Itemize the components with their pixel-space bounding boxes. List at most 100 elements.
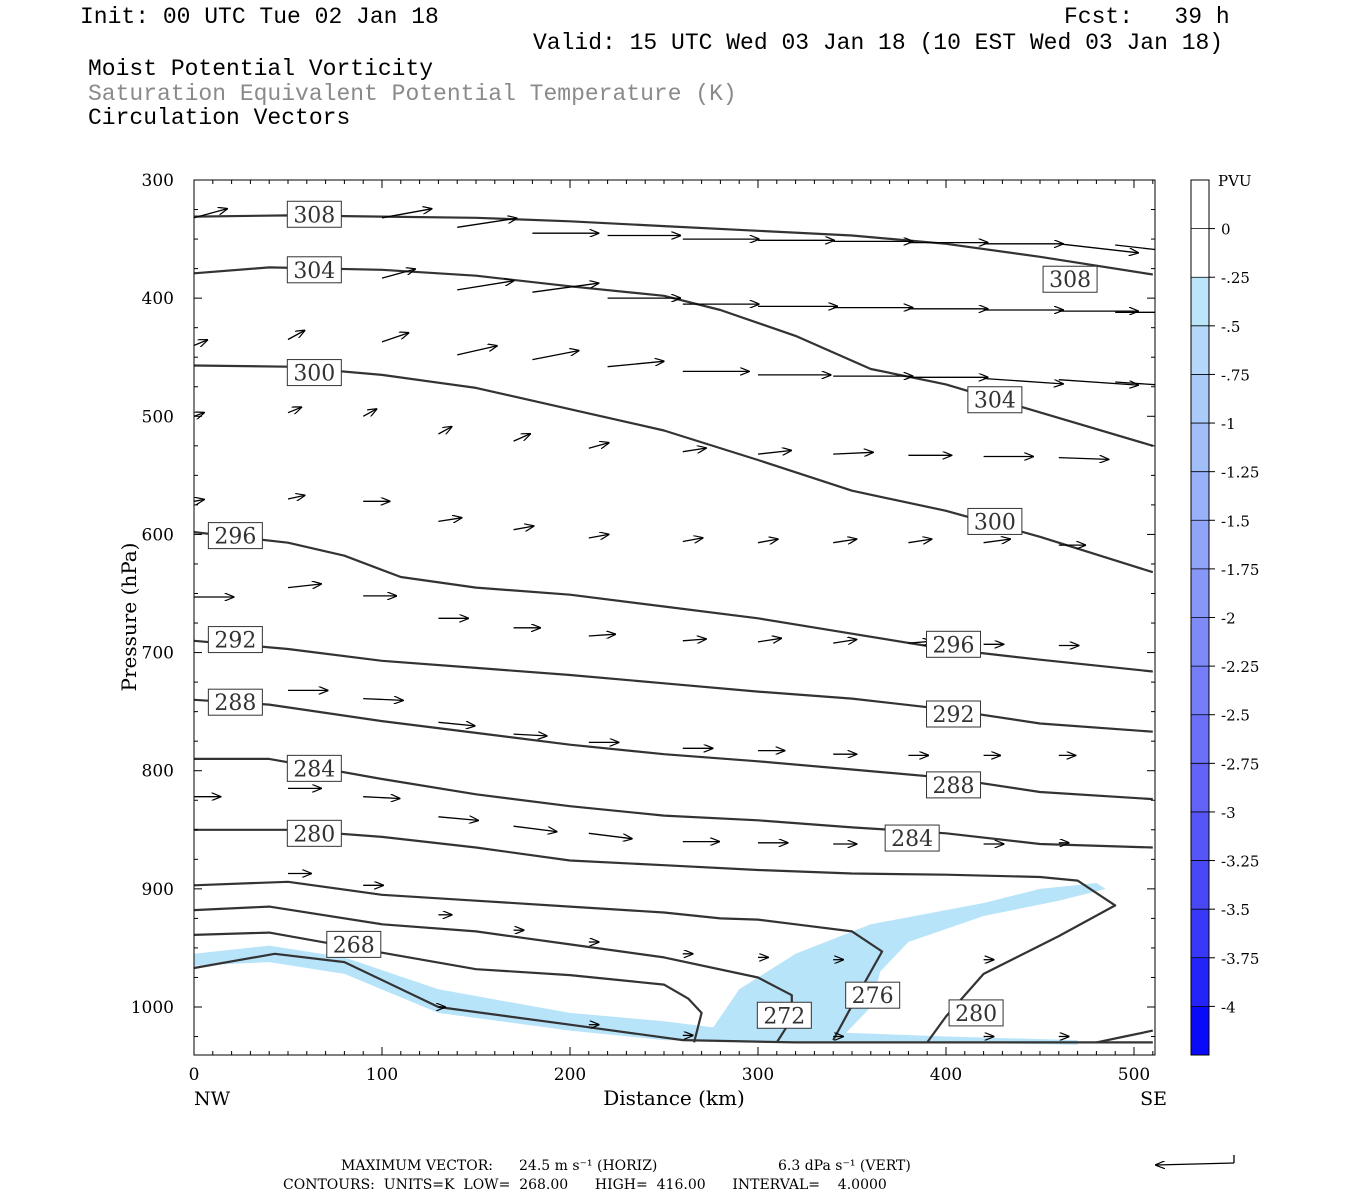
colorbar-swatch <box>1191 909 1209 959</box>
colorbar-swatch <box>1191 423 1209 473</box>
colorbar-tick-label: -1.5 <box>1221 512 1250 530</box>
contour-label-276: 276 <box>845 981 901 1009</box>
contour-label-272: 272 <box>756 1001 812 1029</box>
forecast-hour: Fcst: 39 h <box>1064 4 1230 30</box>
vector-arrow <box>983 377 1063 384</box>
vector-arrow <box>682 448 706 452</box>
contour-label-292: 292 <box>926 700 982 728</box>
x-tick-label: 300 <box>742 1065 774 1085</box>
init-time: Init: 00 UTC Tue 02 Jan 18 <box>80 4 439 30</box>
contour-line-288 <box>194 698 1153 801</box>
colorbar-tick-label: -4 <box>1221 998 1236 1016</box>
vector-arrow <box>194 209 227 219</box>
vector-arrow <box>363 797 399 799</box>
reference-vector <box>1156 1155 1235 1165</box>
colorbar-tick-label: -3.5 <box>1221 901 1250 919</box>
colorbar-swatch <box>1191 568 1209 618</box>
vector-arrow <box>1058 458 1109 460</box>
colorbar-swatch <box>1191 471 1209 521</box>
footer-contour-info: CONTOURS: UNITS=K LOW= 268.00 HIGH= 416.… <box>283 1177 887 1193</box>
vector-arrow <box>833 640 856 644</box>
colorbar-tick-label: -.75 <box>1221 366 1250 384</box>
contour-label-296: 296 <box>207 522 263 550</box>
colorbar-swatch <box>1191 1006 1209 1056</box>
vector-arrow <box>457 346 497 356</box>
vector-arrow <box>287 584 321 588</box>
field-title-vectors: Circulation Vectors <box>88 105 351 131</box>
colorbar-swatch <box>1191 860 1209 910</box>
contour-label-300: 300 <box>967 507 1023 535</box>
colorbar-swatch <box>1191 180 1209 230</box>
svg-text:300: 300 <box>293 362 335 387</box>
y-tick-label: 900 <box>142 880 174 900</box>
y-tick-label: 600 <box>142 525 174 545</box>
vector-arrow <box>757 451 791 455</box>
colorbar-tick-label: 0 <box>1221 221 1231 239</box>
vector-arrow <box>457 218 516 228</box>
contour-line-unlabeled-12 <box>1096 1029 1154 1044</box>
field-title-theta-es: Saturation Equivalent Potential Temperat… <box>88 81 737 107</box>
svg-text:284: 284 <box>891 827 933 852</box>
colorbar-tick-label: -1.75 <box>1221 561 1259 579</box>
vector-arrow <box>532 351 578 361</box>
vector-arrow <box>682 639 706 641</box>
contour-label-288: 288 <box>926 771 982 799</box>
vector-arrow <box>513 825 557 831</box>
vector-arrow <box>513 526 534 530</box>
plot-frame <box>193 179 1156 1056</box>
x-end-label-right: SE <box>1140 1088 1167 1110</box>
x-tick-label: 500 <box>1118 1065 1150 1085</box>
colorbar-swatch <box>1191 277 1209 327</box>
colorbar-tick-label: -2.5 <box>1221 707 1250 725</box>
x-axis-label: Distance (km) <box>603 1086 745 1110</box>
vector-arrow <box>682 538 703 542</box>
vector-arrow <box>363 699 403 701</box>
vector-arrow <box>1058 379 1138 385</box>
colorbar-tick-label: -.25 <box>1221 269 1250 287</box>
colorbar-swatch <box>1191 714 1209 764</box>
svg-text:308: 308 <box>293 203 335 228</box>
vector-arrow <box>362 409 376 416</box>
colorbar-tick-label: -2.25 <box>1221 658 1259 676</box>
contour-label-288: 288 <box>207 688 263 716</box>
svg-text:296: 296 <box>933 633 975 658</box>
svg-text:292: 292 <box>214 629 256 654</box>
y-tick-label: 400 <box>142 289 174 309</box>
vector-arrow <box>1058 243 1138 253</box>
contour-label-300: 300 <box>286 359 342 387</box>
vector-arrow <box>438 518 461 522</box>
vector-arrow <box>983 539 1010 543</box>
colorbar-tick-label: -3.25 <box>1221 853 1259 871</box>
colorbar-tick-label: -2.75 <box>1221 755 1259 773</box>
circulation-vectors <box>194 209 1155 1037</box>
svg-text:296: 296 <box>214 525 256 550</box>
contour-line-unlabeled-8 <box>194 880 884 1041</box>
contour-line-304 <box>194 266 1154 447</box>
colorbar-tick-label: -2 <box>1221 610 1236 628</box>
svg-text:280: 280 <box>293 822 335 847</box>
colorbar: PVU 0 -.25 -.5 -.75 -1 -1.25 -1.5 -1.75 -2 -2.25 -2… <box>1190 172 1259 1056</box>
y-tick-label: 1000 <box>131 998 174 1018</box>
contour-line-276 <box>194 905 793 1043</box>
vector-arrow <box>532 283 598 293</box>
colorbar-swatch <box>1191 325 1209 375</box>
vector-arrow <box>588 832 632 838</box>
mpv-region-1 <box>711 883 1106 1041</box>
vector-arrow <box>833 452 873 454</box>
contour-label-304: 304 <box>286 256 342 284</box>
svg-text:300: 300 <box>974 510 1016 535</box>
contour-label-292: 292 <box>207 626 263 654</box>
colorbar-tick-label: -3.75 <box>1221 950 1259 968</box>
colorbar-swatch <box>1191 520 1209 570</box>
vector-arrow <box>588 634 615 636</box>
contour-label-308: 308 <box>1042 265 1098 293</box>
colorbar-swatch <box>1191 666 1209 716</box>
svg-text:284: 284 <box>293 757 335 782</box>
vector-arrow <box>438 427 451 434</box>
colorbar-swatch <box>1191 763 1209 813</box>
colorbar-swatch <box>1191 228 1209 278</box>
field-title-mpv: Moist Potential Vorticity <box>88 56 434 82</box>
contour-label-284: 284 <box>884 824 940 852</box>
contour-label-280: 280 <box>948 999 1004 1027</box>
contour-label-280: 280 <box>286 819 342 847</box>
